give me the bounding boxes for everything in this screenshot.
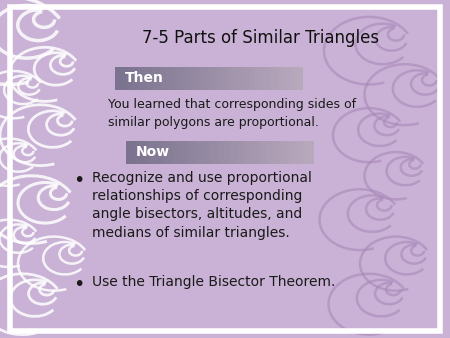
- Text: Now: Now: [136, 145, 170, 160]
- Bar: [159, 141, 165, 164]
- Bar: [199, 67, 205, 90]
- Bar: [246, 67, 252, 90]
- Bar: [148, 67, 153, 90]
- Bar: [196, 141, 202, 164]
- Bar: [189, 67, 195, 90]
- Bar: [220, 141, 225, 164]
- Bar: [168, 141, 174, 164]
- Bar: [229, 141, 235, 164]
- Bar: [140, 141, 146, 164]
- Text: 7-5 Parts of Similar Triangles: 7-5 Parts of Similar Triangles: [143, 29, 379, 47]
- Bar: [252, 141, 258, 164]
- Bar: [187, 141, 193, 164]
- Bar: [149, 141, 155, 164]
- Bar: [280, 141, 286, 164]
- Bar: [260, 67, 266, 90]
- Bar: [180, 67, 186, 90]
- Bar: [231, 67, 238, 90]
- Bar: [261, 141, 267, 164]
- Text: •: •: [73, 275, 85, 294]
- Bar: [266, 141, 272, 164]
- Bar: [243, 141, 249, 164]
- Bar: [227, 67, 233, 90]
- Bar: [285, 141, 291, 164]
- Bar: [163, 141, 169, 164]
- Bar: [124, 67, 130, 90]
- Bar: [248, 141, 253, 164]
- Bar: [126, 141, 132, 164]
- Bar: [210, 141, 216, 164]
- Bar: [215, 141, 221, 164]
- Bar: [224, 141, 230, 164]
- Bar: [283, 67, 289, 90]
- Bar: [303, 141, 310, 164]
- Bar: [208, 67, 214, 90]
- Bar: [308, 141, 314, 164]
- Bar: [129, 67, 135, 90]
- Bar: [182, 141, 188, 164]
- Bar: [213, 67, 219, 90]
- Bar: [269, 67, 275, 90]
- Text: You learned that corresponding sides of
similar polygons are proportional.: You learned that corresponding sides of …: [108, 98, 356, 128]
- Text: Use the Triangle Bisector Theorem.: Use the Triangle Bisector Theorem.: [92, 275, 336, 289]
- Bar: [201, 141, 207, 164]
- Bar: [250, 67, 256, 90]
- Bar: [299, 141, 305, 164]
- Bar: [255, 67, 261, 90]
- Bar: [166, 67, 172, 90]
- Bar: [130, 141, 137, 164]
- Bar: [238, 141, 244, 164]
- Bar: [274, 67, 279, 90]
- Bar: [162, 67, 167, 90]
- Bar: [289, 141, 295, 164]
- Bar: [154, 141, 160, 164]
- Bar: [288, 67, 293, 90]
- Bar: [297, 67, 303, 90]
- Bar: [275, 141, 281, 164]
- Bar: [133, 67, 140, 90]
- Bar: [203, 67, 210, 90]
- Bar: [256, 141, 263, 164]
- Text: Then: Then: [125, 71, 163, 85]
- Bar: [171, 67, 177, 90]
- Bar: [271, 141, 277, 164]
- Bar: [294, 141, 300, 164]
- Bar: [138, 67, 144, 90]
- Bar: [292, 67, 298, 90]
- Bar: [185, 67, 191, 90]
- Bar: [236, 67, 242, 90]
- Bar: [145, 141, 151, 164]
- Bar: [191, 141, 198, 164]
- Bar: [194, 67, 200, 90]
- Bar: [241, 67, 247, 90]
- Bar: [157, 67, 163, 90]
- Bar: [264, 67, 270, 90]
- Bar: [222, 67, 228, 90]
- Bar: [115, 67, 121, 90]
- Bar: [177, 141, 184, 164]
- Bar: [205, 141, 212, 164]
- Text: Recognize and use proportional
relationships of corresponding
angle bisectors, a: Recognize and use proportional relations…: [92, 171, 312, 240]
- Bar: [176, 67, 181, 90]
- Bar: [152, 67, 158, 90]
- Bar: [143, 67, 149, 90]
- Bar: [119, 67, 126, 90]
- Bar: [135, 141, 141, 164]
- Bar: [217, 67, 224, 90]
- Bar: [278, 67, 284, 90]
- Bar: [234, 141, 239, 164]
- Text: •: •: [73, 171, 85, 190]
- Bar: [173, 141, 179, 164]
